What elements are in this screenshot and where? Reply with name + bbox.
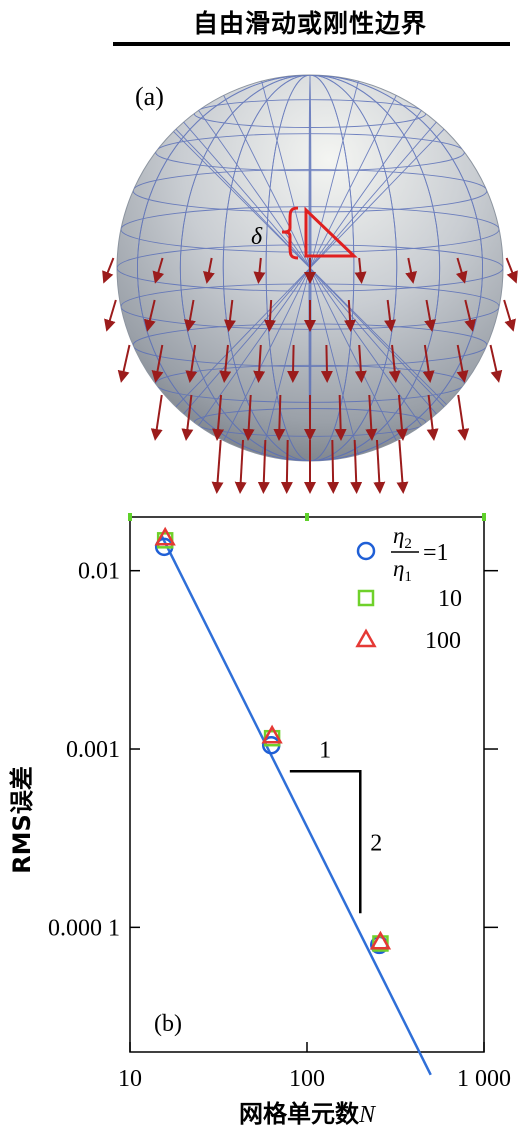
y-tick-label: 0.000 1	[48, 915, 120, 941]
x-axis-label-text: 网格单元数	[239, 1100, 360, 1128]
panel-a-label: (a)	[135, 82, 164, 111]
delta-symbol: δ	[251, 224, 263, 250]
x-axis-ticks: 10 100 1 000	[118, 1042, 511, 1092]
legend-marker-circle	[356, 541, 376, 561]
legend-eta-top: η	[393, 523, 404, 548]
legend-eta-top-sub: 2	[404, 536, 412, 552]
top-axis-green-ticks	[128, 513, 486, 521]
y-tick-label: 0.01	[78, 559, 120, 585]
legend-label: =1	[423, 540, 449, 566]
y-axis-ticks: 0.01 0.001 0.000 1	[48, 559, 498, 941]
slope-triangle-legs	[289, 770, 362, 914]
figure-title: 自由滑动或刚性边界	[192, 9, 427, 38]
legend-eta-bottom-sub: 1	[404, 569, 412, 585]
panel-b-label: (b)	[154, 1011, 182, 1037]
legend-eta-bottom: η	[393, 556, 404, 581]
x-tick-label: 10	[118, 1066, 142, 1092]
delta-bracket	[281, 206, 358, 260]
x-tick-label: 100	[289, 1066, 325, 1092]
force-arrows	[102, 257, 518, 494]
title-underline	[113, 42, 510, 46]
y-axis-label: RMS误差	[8, 766, 36, 874]
legend-eta-denominator: η1	[393, 556, 412, 585]
slope-run-label: 1	[319, 737, 331, 763]
data-markers	[154, 526, 392, 955]
x-axis-label-var: N	[358, 1102, 377, 1128]
fit-line	[160, 534, 432, 1076]
legend-label: 100	[425, 628, 461, 654]
data-point-triangle	[154, 526, 176, 546]
x-tick-label: 1 000	[457, 1066, 511, 1092]
data-point-triangle	[261, 724, 283, 744]
legend-eta-numerator: η2	[393, 523, 412, 552]
legend-label: 10	[438, 586, 462, 612]
legend-marker-square	[357, 589, 375, 607]
y-tick-label: 0.001	[66, 737, 120, 763]
legend-marker-triangle	[355, 628, 377, 648]
slope-rise-label: 2	[370, 830, 382, 856]
plot-frame	[129, 516, 485, 1053]
x-axis-label: 网格单元数N	[239, 1100, 377, 1128]
slope-triangle: 12	[289, 737, 382, 914]
data-point-triangle	[369, 930, 392, 950]
